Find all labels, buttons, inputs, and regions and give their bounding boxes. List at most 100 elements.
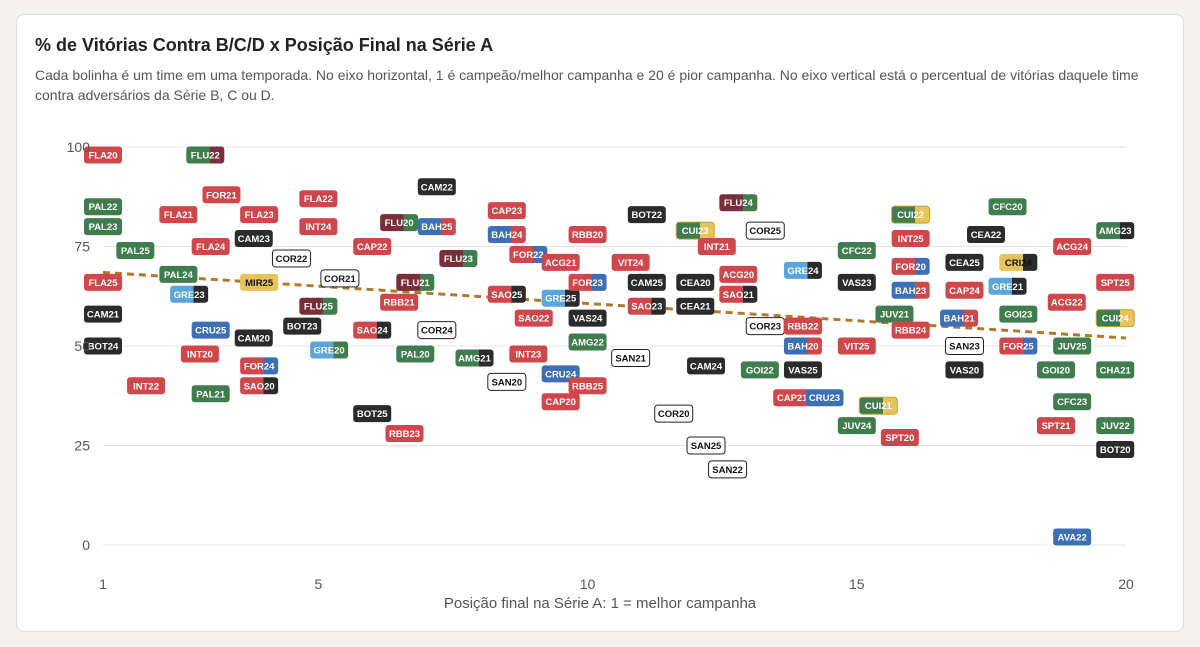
data-point: SPT25 [1096, 273, 1135, 291]
data-point: CEA21 [676, 297, 715, 315]
point-marker [891, 205, 931, 224]
point-marker [687, 357, 726, 375]
point-label: BAH25 [421, 222, 453, 233]
point-label: SAO20 [244, 381, 275, 392]
point-marker [283, 317, 322, 335]
data-point: FLU24 [719, 194, 758, 212]
data-point: SAO22 [514, 309, 553, 327]
data-point: COR25 [745, 221, 785, 240]
point-marker [945, 361, 984, 379]
point-label: RBB23 [389, 429, 420, 440]
point-marker [891, 321, 930, 339]
data-point: FLU21 [396, 273, 435, 291]
point-label: FLA21 [164, 210, 194, 221]
point-marker [299, 218, 338, 236]
point-label: CUI21 [865, 401, 893, 412]
point-marker [999, 305, 1038, 323]
data-point: GRE20 [310, 341, 349, 359]
point-label: SPT20 [885, 433, 914, 444]
point-label: FLA20 [88, 150, 117, 161]
point-label: COR24 [421, 326, 453, 337]
point-marker [1053, 238, 1092, 255]
point-marker [202, 186, 241, 204]
data-point: GOI20 [1037, 361, 1076, 379]
data-point: SAN25 [686, 436, 726, 455]
point-marker [891, 257, 930, 275]
data-point: FLA24 [191, 238, 230, 255]
point-marker [568, 273, 607, 291]
x-tick-label: 5 [314, 576, 322, 592]
point-label: FLU23 [444, 254, 473, 265]
data-point: CAP22 [353, 238, 392, 255]
data-point: AMG21 [455, 349, 494, 367]
data-point: FOR21 [202, 186, 241, 204]
point-label: SPT21 [1041, 421, 1071, 432]
data-point: VIT25 [837, 337, 876, 355]
point-marker [353, 321, 392, 339]
points: FLA20 PAL22 PAL23 PAL25 FLA25 CAM21 BOT24 INT22… [84, 146, 1135, 546]
point-marker [719, 194, 758, 212]
data-point: GRE21 [988, 277, 1027, 295]
point-marker [783, 261, 822, 279]
data-point: FOR22 [509, 245, 548, 263]
y-tick-label: 50 [74, 338, 90, 354]
point-label: FOR21 [206, 190, 237, 201]
data-point: PAL25 [116, 241, 155, 259]
point-marker [627, 297, 666, 315]
point-marker [1053, 528, 1092, 546]
point-label: CEA21 [680, 302, 711, 313]
data-point: AVA22 [1053, 528, 1092, 546]
data-point: SAO23 [627, 297, 666, 315]
point-marker [191, 321, 230, 339]
point-label: INT24 [305, 222, 332, 233]
point-marker [988, 198, 1027, 216]
point-label: CRU23 [809, 393, 840, 404]
point-marker [1096, 361, 1135, 379]
point-label: VIT24 [618, 258, 644, 269]
data-point: SAN20 [487, 372, 527, 391]
point-label: GOI20 [1042, 365, 1070, 376]
point-label: COR22 [276, 254, 308, 265]
point-marker [880, 429, 919, 447]
point-label: CAM21 [87, 310, 120, 321]
point-label: CRI24 [1005, 258, 1033, 269]
point-label: VAS25 [788, 365, 818, 376]
data-point: CAP24 [945, 281, 984, 299]
point-label: PAL24 [164, 270, 194, 281]
point-marker [1096, 222, 1135, 240]
data-point: JUV21 [875, 305, 914, 323]
point-label: CAM20 [238, 334, 270, 345]
point-marker [875, 305, 914, 323]
point-marker [186, 146, 225, 164]
data-point: GOI22 [740, 361, 779, 379]
point-label: JUV25 [1058, 342, 1088, 353]
point-label: FLA24 [196, 242, 226, 253]
point-marker [740, 361, 779, 379]
point-marker [514, 309, 553, 327]
point-label: GRE24 [787, 266, 819, 277]
point-marker [719, 265, 758, 283]
point-marker [891, 281, 930, 299]
point-label: CAP24 [949, 286, 980, 297]
point-label: RBB20 [572, 230, 603, 241]
point-marker [627, 206, 666, 224]
data-point: FLA22 [299, 190, 338, 208]
data-point: GRE25 [541, 289, 580, 307]
point-label: CRU25 [195, 326, 227, 337]
point-label: FLU21 [401, 278, 431, 289]
point-label: BOT24 [88, 342, 119, 353]
data-point: BOT20 [1096, 440, 1135, 458]
data-point: VAS24 [568, 309, 607, 327]
point-label: SPT25 [1101, 278, 1131, 289]
point-marker [84, 146, 122, 164]
point-label: JUV24 [842, 421, 872, 432]
point-marker [999, 337, 1038, 355]
point-label: CFC22 [842, 246, 872, 257]
point-marker [568, 333, 607, 351]
point-marker [837, 241, 876, 259]
point-marker [84, 273, 122, 291]
data-point: GRE24 [783, 261, 822, 279]
point-marker [84, 198, 122, 216]
data-point: FLA25 [84, 273, 122, 291]
